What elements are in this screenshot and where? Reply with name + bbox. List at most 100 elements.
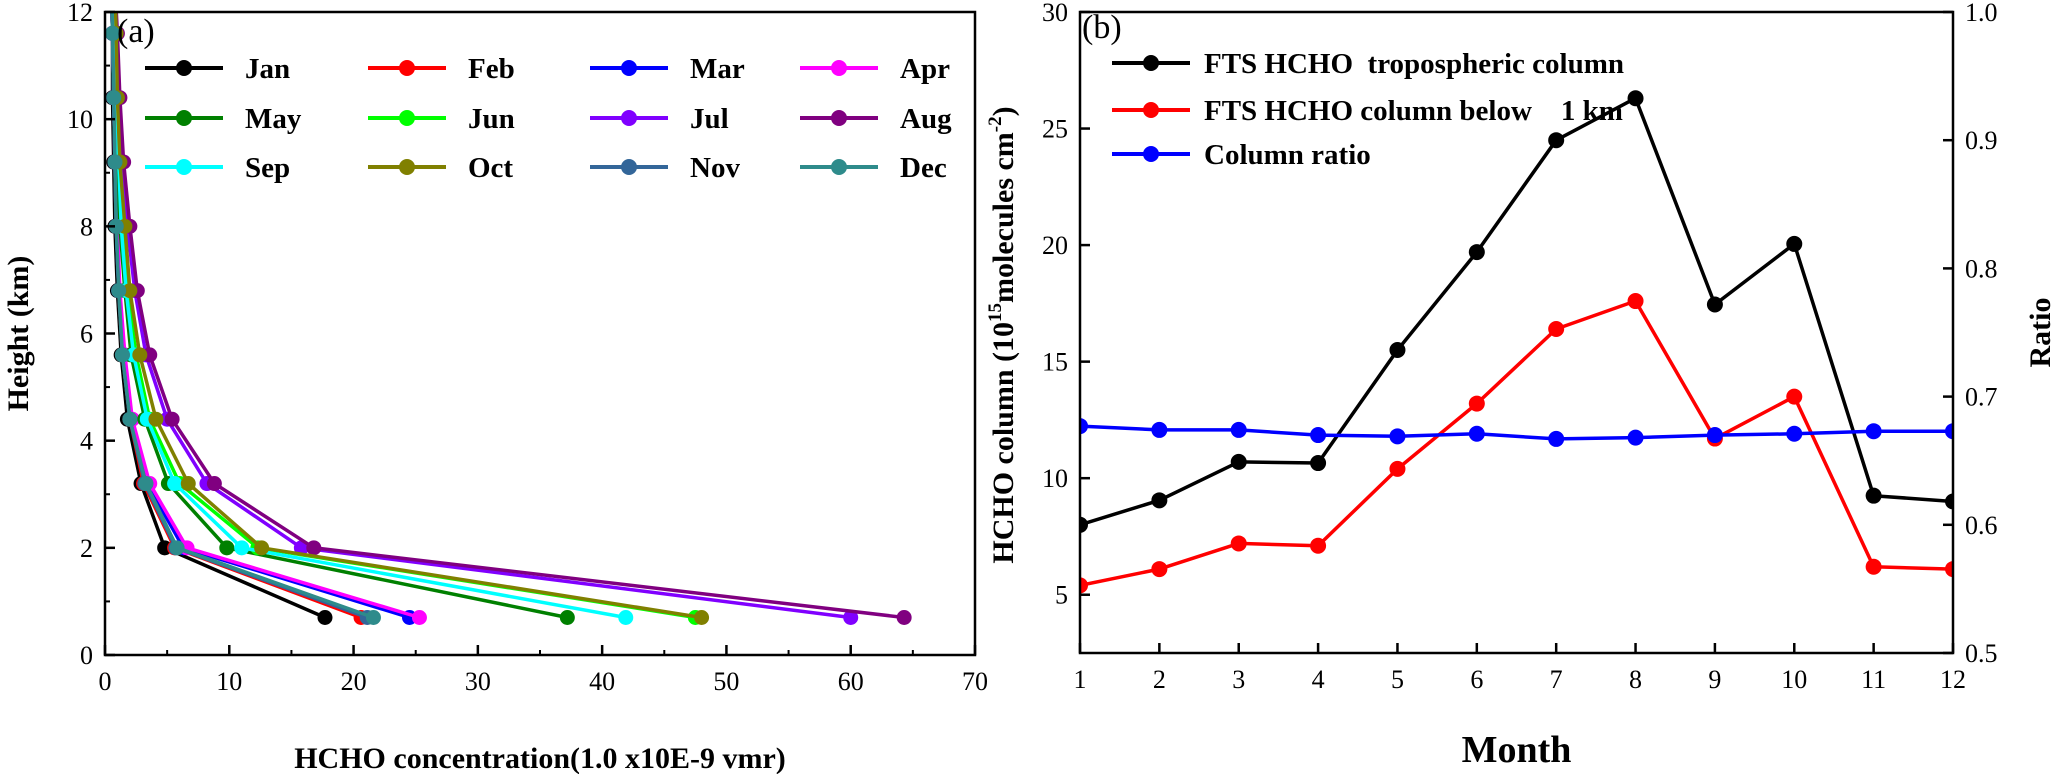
data-point-tropospheric-column-2 xyxy=(1151,492,1168,509)
data-point-column-ratio-5 xyxy=(1389,428,1406,445)
x-axis-label: Month xyxy=(1462,729,1572,771)
x-tick-label: 8 xyxy=(1629,665,1642,694)
legend-label-mar: Mar xyxy=(690,53,745,85)
legend-label-sep: Sep xyxy=(245,152,290,184)
data-point-column-below-1km-12 xyxy=(1945,561,1953,578)
series-line-tropospheric-column xyxy=(1080,96,1953,527)
y-axis-label: Height (km) xyxy=(2,256,35,412)
x-tick-label: 10 xyxy=(216,667,242,696)
x-tick-label: 0 xyxy=(99,667,112,696)
legend-marker-aug xyxy=(831,110,847,126)
x-tick-label: 2 xyxy=(1153,665,1166,694)
data-point-column-below-1km-11 xyxy=(1865,558,1882,575)
x-tick-label: 60 xyxy=(838,667,864,696)
x-tick-label: 3 xyxy=(1232,665,1245,694)
legend-marker-mar xyxy=(621,60,637,76)
panel-a-frame xyxy=(103,10,977,657)
data-point-column-ratio-12 xyxy=(1945,423,1953,440)
legend-marker-sep xyxy=(176,159,192,175)
x-tick-label: 20 xyxy=(341,667,367,696)
y2-tick-label: 0.9 xyxy=(1965,126,1998,155)
y-tick-label: 8 xyxy=(80,212,93,241)
y2-tick-label: 1.0 xyxy=(1965,0,1998,27)
x-tick-label: 10 xyxy=(1781,665,1807,694)
legend-label-jul: Jul xyxy=(690,103,729,135)
x-tick-label: 70 xyxy=(962,667,988,696)
legend-label-nov: Nov xyxy=(690,152,740,184)
x-tick-label: 4 xyxy=(1312,665,1325,694)
legend-marker-jul xyxy=(621,110,637,126)
y-tick-label: 20 xyxy=(1042,231,1068,260)
data-point-column-ratio-8 xyxy=(1627,429,1644,446)
data-point-column-ratio-1 xyxy=(1080,418,1088,435)
data-point-column-ratio-9 xyxy=(1706,427,1723,444)
data-point-column-ratio-2 xyxy=(1151,421,1168,438)
data-point-tropospheric-column-1 xyxy=(1080,516,1088,533)
legend-marker-jan xyxy=(176,60,192,76)
y-axis-label-units: molecules cm xyxy=(987,132,1020,303)
data-point-dec-2 xyxy=(138,476,154,492)
data-point-dec-0 xyxy=(365,609,381,625)
data-point-column-ratio-10 xyxy=(1786,425,1803,442)
data-point-sep-0 xyxy=(618,609,634,625)
y-axis-label-exponent-2: -2 xyxy=(985,116,1006,132)
panel-label: (a) xyxy=(117,13,155,50)
y-tick-label: 30 xyxy=(1042,0,1068,27)
panel-a-chart: 0 10 20 30 40 50 60 70 0 2 4 6 8 10 12 HCHO concentrati… xyxy=(2,0,988,774)
legend-label-aug: Aug xyxy=(900,103,952,135)
legend-marker-apr xyxy=(831,60,847,76)
panel-b-chart: 1 2 3 4 5 6 7 8 9 10 11 12510152025300.50.60.70.80.… xyxy=(985,0,2057,771)
x-tick-label: 5 xyxy=(1391,665,1404,694)
y-tick-label: 2 xyxy=(80,534,93,563)
legend-label-tropospheric-column: FTS HCHO tropospheric column xyxy=(1204,48,1624,80)
data-point-dec-1 xyxy=(169,540,185,556)
series-line-may xyxy=(111,12,568,620)
data-point-dec-4 xyxy=(114,347,130,363)
legend-marker-may xyxy=(176,110,192,126)
data-point-may-0 xyxy=(559,609,575,625)
data-point-aug-3 xyxy=(164,411,180,427)
data-point-column-below-1km-10 xyxy=(1786,388,1803,405)
legend-marker-tropospheric-column xyxy=(1143,55,1159,71)
series-line-oct xyxy=(113,12,702,620)
y-tick-label: 6 xyxy=(80,320,93,349)
legend-label-oct: Oct xyxy=(468,152,513,184)
series-line-nov xyxy=(110,12,368,620)
y-axis-label-close: ) xyxy=(987,106,1020,116)
data-point-tropospheric-column-8 xyxy=(1627,90,1644,107)
x-tick-label: 50 xyxy=(713,667,739,696)
y-tick-label: 10 xyxy=(1042,464,1068,493)
x-tick-label: 12 xyxy=(1940,665,1966,694)
data-point-aug-2 xyxy=(206,476,222,492)
legend: FTS HCHO tropospheric column FTS HCHO col… xyxy=(1112,48,1624,171)
y-tick-label: 5 xyxy=(1055,581,1068,610)
legend-label-column-below-1km: FTS HCHO column below 1 km xyxy=(1204,95,1623,127)
legend-label-may: May xyxy=(245,103,302,135)
legend-label-jun: Jun xyxy=(468,103,515,135)
data-point-oct-3 xyxy=(148,411,164,427)
x-tick-label: 6 xyxy=(1470,665,1483,694)
series-line-dec xyxy=(110,12,375,620)
y-tick-label: 0 xyxy=(80,641,93,670)
legend-label-apr: Apr xyxy=(900,53,950,85)
data-point-column-ratio-4 xyxy=(1310,427,1327,444)
y-tick-label: 15 xyxy=(1042,348,1068,377)
y-tick-label: 12 xyxy=(67,0,93,27)
series-line-column-ratio xyxy=(1080,424,1953,441)
data-point-tropospheric-column-12 xyxy=(1945,493,1953,510)
panel-label: (b) xyxy=(1082,9,1122,46)
data-point-oct-1 xyxy=(254,540,270,556)
data-point-column-below-1km-1 xyxy=(1080,577,1088,594)
data-point-dec-7 xyxy=(107,154,123,170)
legend: Jan Feb Mar Apr May Jun Jul Aug Sep Oct Nov Dec xyxy=(145,53,952,184)
y2-tick-label: 0.6 xyxy=(1965,511,1998,540)
data-point-oct-2 xyxy=(180,476,196,492)
series-line-sep xyxy=(112,12,627,620)
data-point-column-below-1km-6 xyxy=(1468,395,1485,412)
y-axis-label-main: HCHO column (10 xyxy=(987,322,1020,564)
legend-marker-feb xyxy=(399,60,415,76)
y-axis-label-exponent: 15 xyxy=(985,303,1006,322)
data-point-dec-5 xyxy=(111,283,127,299)
y-tick-label: 25 xyxy=(1042,115,1068,144)
data-point-column-ratio-6 xyxy=(1468,425,1485,442)
